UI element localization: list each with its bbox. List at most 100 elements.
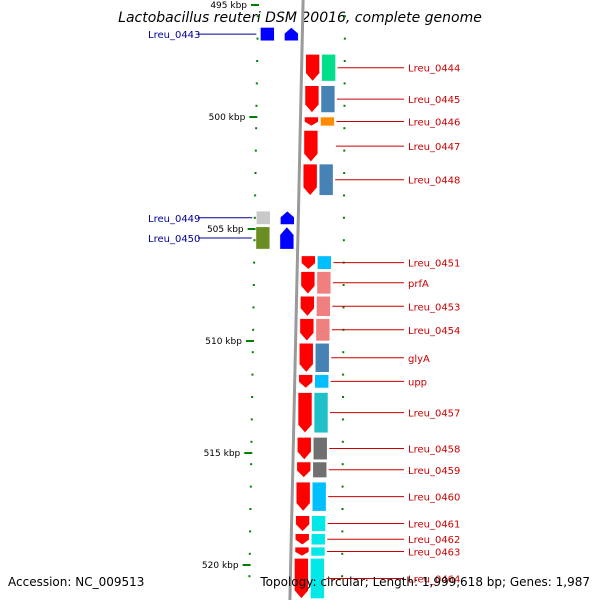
gene-arrow-Lreu_0444 [305, 53, 320, 82]
gene-arrow-Lreu_0461 [295, 515, 310, 532]
gene-arrow-Lreu_0448 [302, 163, 318, 196]
gene-label-Lreu_0451: Lreu_0451 [408, 259, 460, 270]
gene-arrow-Lreu_0458 [296, 437, 312, 461]
minor-tick-right [342, 216, 345, 219]
minor-tick-right [341, 575, 344, 578]
major-tick [245, 340, 254, 342]
gene-arrow-Lreu_0446 [304, 116, 319, 127]
minor-tick-left [255, 104, 258, 107]
minor-tick-left [255, 82, 258, 85]
gene-label-Lreu_0457: Lreu_0457 [408, 409, 460, 420]
gene-function-block-Lreu_0449 [256, 210, 271, 225]
minor-tick-left [254, 172, 257, 174]
minor-tick-left [251, 373, 254, 376]
minor-tick-left [255, 127, 258, 130]
minor-tick-left [249, 508, 252, 510]
gene-function-block-Lreu_0459 [312, 461, 328, 478]
gene-function-block-Lreu_0461 [311, 515, 326, 532]
minor-tick-right [341, 418, 344, 421]
genome-backbone [288, 0, 305, 600]
gene-function-block-Lreu_0462 [310, 533, 326, 546]
minor-tick-left [256, 37, 259, 40]
gene-function-block-Lreu_0463 [310, 546, 326, 557]
minor-tick-right [343, 15, 346, 18]
minor-tick-left [250, 440, 253, 443]
gene-label-upp: upp [408, 377, 427, 388]
minor-tick-left [252, 284, 255, 286]
major-tick [247, 228, 256, 230]
gene-function-block-glyA [314, 342, 330, 373]
tick-label: 495 kbp [210, 1, 247, 11]
gene-label-Lreu_0459: Lreu_0459 [408, 466, 460, 477]
gene-function-block-Lreu_0443 [260, 27, 275, 42]
minor-tick-right [341, 463, 344, 466]
gene-arrow-Lreu_0447 [303, 130, 319, 163]
gene-label-Lreu_0444: Lreu_0444 [408, 64, 460, 75]
accession-text: Accession: NC_009513 [8, 575, 145, 589]
minor-tick-right [343, 149, 346, 152]
gene-arrow-Lreu_0454 [299, 318, 315, 342]
minor-tick-left [252, 306, 255, 309]
gene-label-Lreu_0446: Lreu_0446 [408, 117, 460, 128]
minor-tick-right [343, 194, 346, 197]
minor-tick-right [343, 172, 346, 174]
minor-tick-left [254, 194, 257, 197]
minor-tick-right [342, 284, 345, 286]
gene-label-Lreu_0450: Lreu_0450 [148, 234, 200, 245]
minor-tick-right [343, 104, 346, 107]
minor-tick-right [342, 396, 345, 398]
minor-tick-right [342, 373, 345, 376]
gene-arrow-Lreu_0463 [294, 546, 310, 557]
gene-function-block-Lreu_0451 [317, 255, 332, 270]
gene-arrow-Lreu_0457 [297, 392, 313, 434]
gene-function-block-Lreu_0457 [313, 392, 329, 434]
minor-tick-left [248, 552, 251, 555]
genome-summary-text: Topology: circular; Length: 1,999,618 bp… [260, 575, 590, 589]
minor-tick-right [343, 127, 346, 130]
gene-function-block-Lreu_0450 [255, 226, 271, 250]
major-tick [251, 4, 259, 6]
map-title: Lactobacillus reuteri DSM 20016, complet… [118, 10, 482, 26]
gene-function-block-Lreu_0460 [311, 481, 327, 512]
minor-tick-right [341, 552, 344, 555]
minor-tick-left [253, 261, 256, 264]
major-tick [244, 452, 253, 454]
gene-function-block-Lreu_0447 [319, 130, 335, 163]
minor-tick-right [343, 37, 346, 40]
minor-tick-left [256, 15, 259, 18]
gene-arrow-Lreu_0450 [279, 226, 295, 250]
gene-arrow-Lreu_0451 [301, 255, 316, 270]
gene-label-Lreu_0453: Lreu_0453 [408, 302, 460, 313]
gene-label-Lreu_0448: Lreu_0448 [408, 176, 460, 187]
gene-label-prfA: prfA [408, 279, 429, 290]
gene-label-Lreu_0462: Lreu_0462 [408, 535, 460, 546]
gene-label-Lreu_0443: Lreu_0443 [148, 30, 200, 41]
minor-tick-left [254, 149, 257, 152]
tick-label: 515 kbp [204, 449, 241, 459]
minor-tick-right [341, 440, 344, 443]
gene-label-Lreu_0445: Lreu_0445 [408, 95, 460, 106]
gene-function-block-upp [314, 374, 330, 389]
gene-function-block-Lreu_0458 [312, 437, 328, 461]
minor-tick-left [249, 485, 252, 488]
minor-tick-left [249, 530, 252, 533]
tick-label: 520 kbp [202, 561, 239, 571]
gene-arrow-Lreu_0453 [300, 295, 315, 317]
gene-arrow-Lreu_0459 [296, 461, 312, 479]
minor-tick-left [252, 328, 255, 331]
gene-function-block-Lreu_0445 [320, 85, 336, 113]
gene-function-block-Lreu_0446 [320, 116, 335, 127]
gene-function-block-Lreu_0464 [310, 557, 325, 599]
minor-tick-right [342, 306, 345, 309]
gene-label-Lreu_0461: Lreu_0461 [408, 520, 460, 531]
minor-tick-left [256, 60, 259, 62]
gene-arrow-Lreu_0443 [284, 27, 299, 42]
gene-arrow-Lreu_0460 [295, 481, 311, 512]
gene-function-block-Lreu_0448 [318, 163, 334, 196]
gene-function-block-Lreu_0454 [315, 318, 331, 342]
tick-label: 510 kbp [205, 337, 242, 347]
gene-arrow-glyA [298, 342, 314, 373]
tick-label: 505 kbp [207, 225, 244, 235]
gene-function-block-Lreu_0444 [321, 53, 336, 82]
gene-arrow-Lreu_0445 [304, 85, 320, 113]
